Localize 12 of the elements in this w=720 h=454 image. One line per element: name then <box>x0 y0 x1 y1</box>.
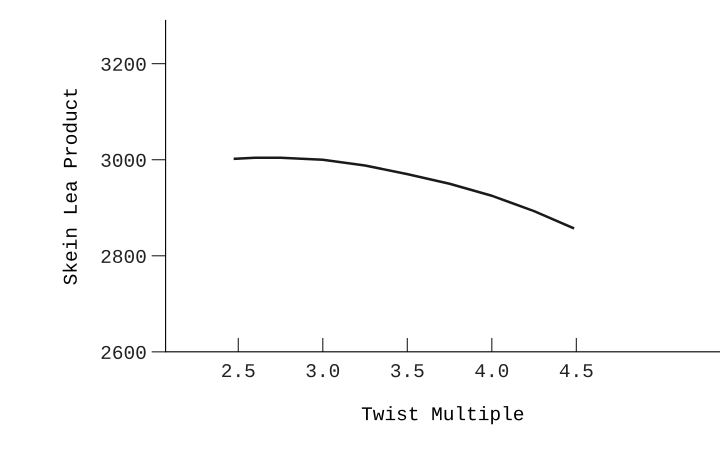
line-series <box>234 156 574 230</box>
x-tick-label: 4.0 <box>475 364 508 378</box>
x-tick-label: 4.5 <box>560 364 593 378</box>
y-tick-label: 2800 <box>102 250 146 264</box>
x-tick-label: 2.5 <box>222 364 255 378</box>
y-axis-title: Skein Lea Product <box>62 88 77 285</box>
x-axis-title: Twist Multiple <box>362 406 524 424</box>
y-tick-label: 3200 <box>101 58 146 71</box>
y-tick-label: 3000 <box>101 154 146 167</box>
x-tick-label: 3.0 <box>306 364 340 378</box>
y-tick-label: 2600 <box>102 346 146 360</box>
x-tick-label: 3.5 <box>391 364 424 378</box>
